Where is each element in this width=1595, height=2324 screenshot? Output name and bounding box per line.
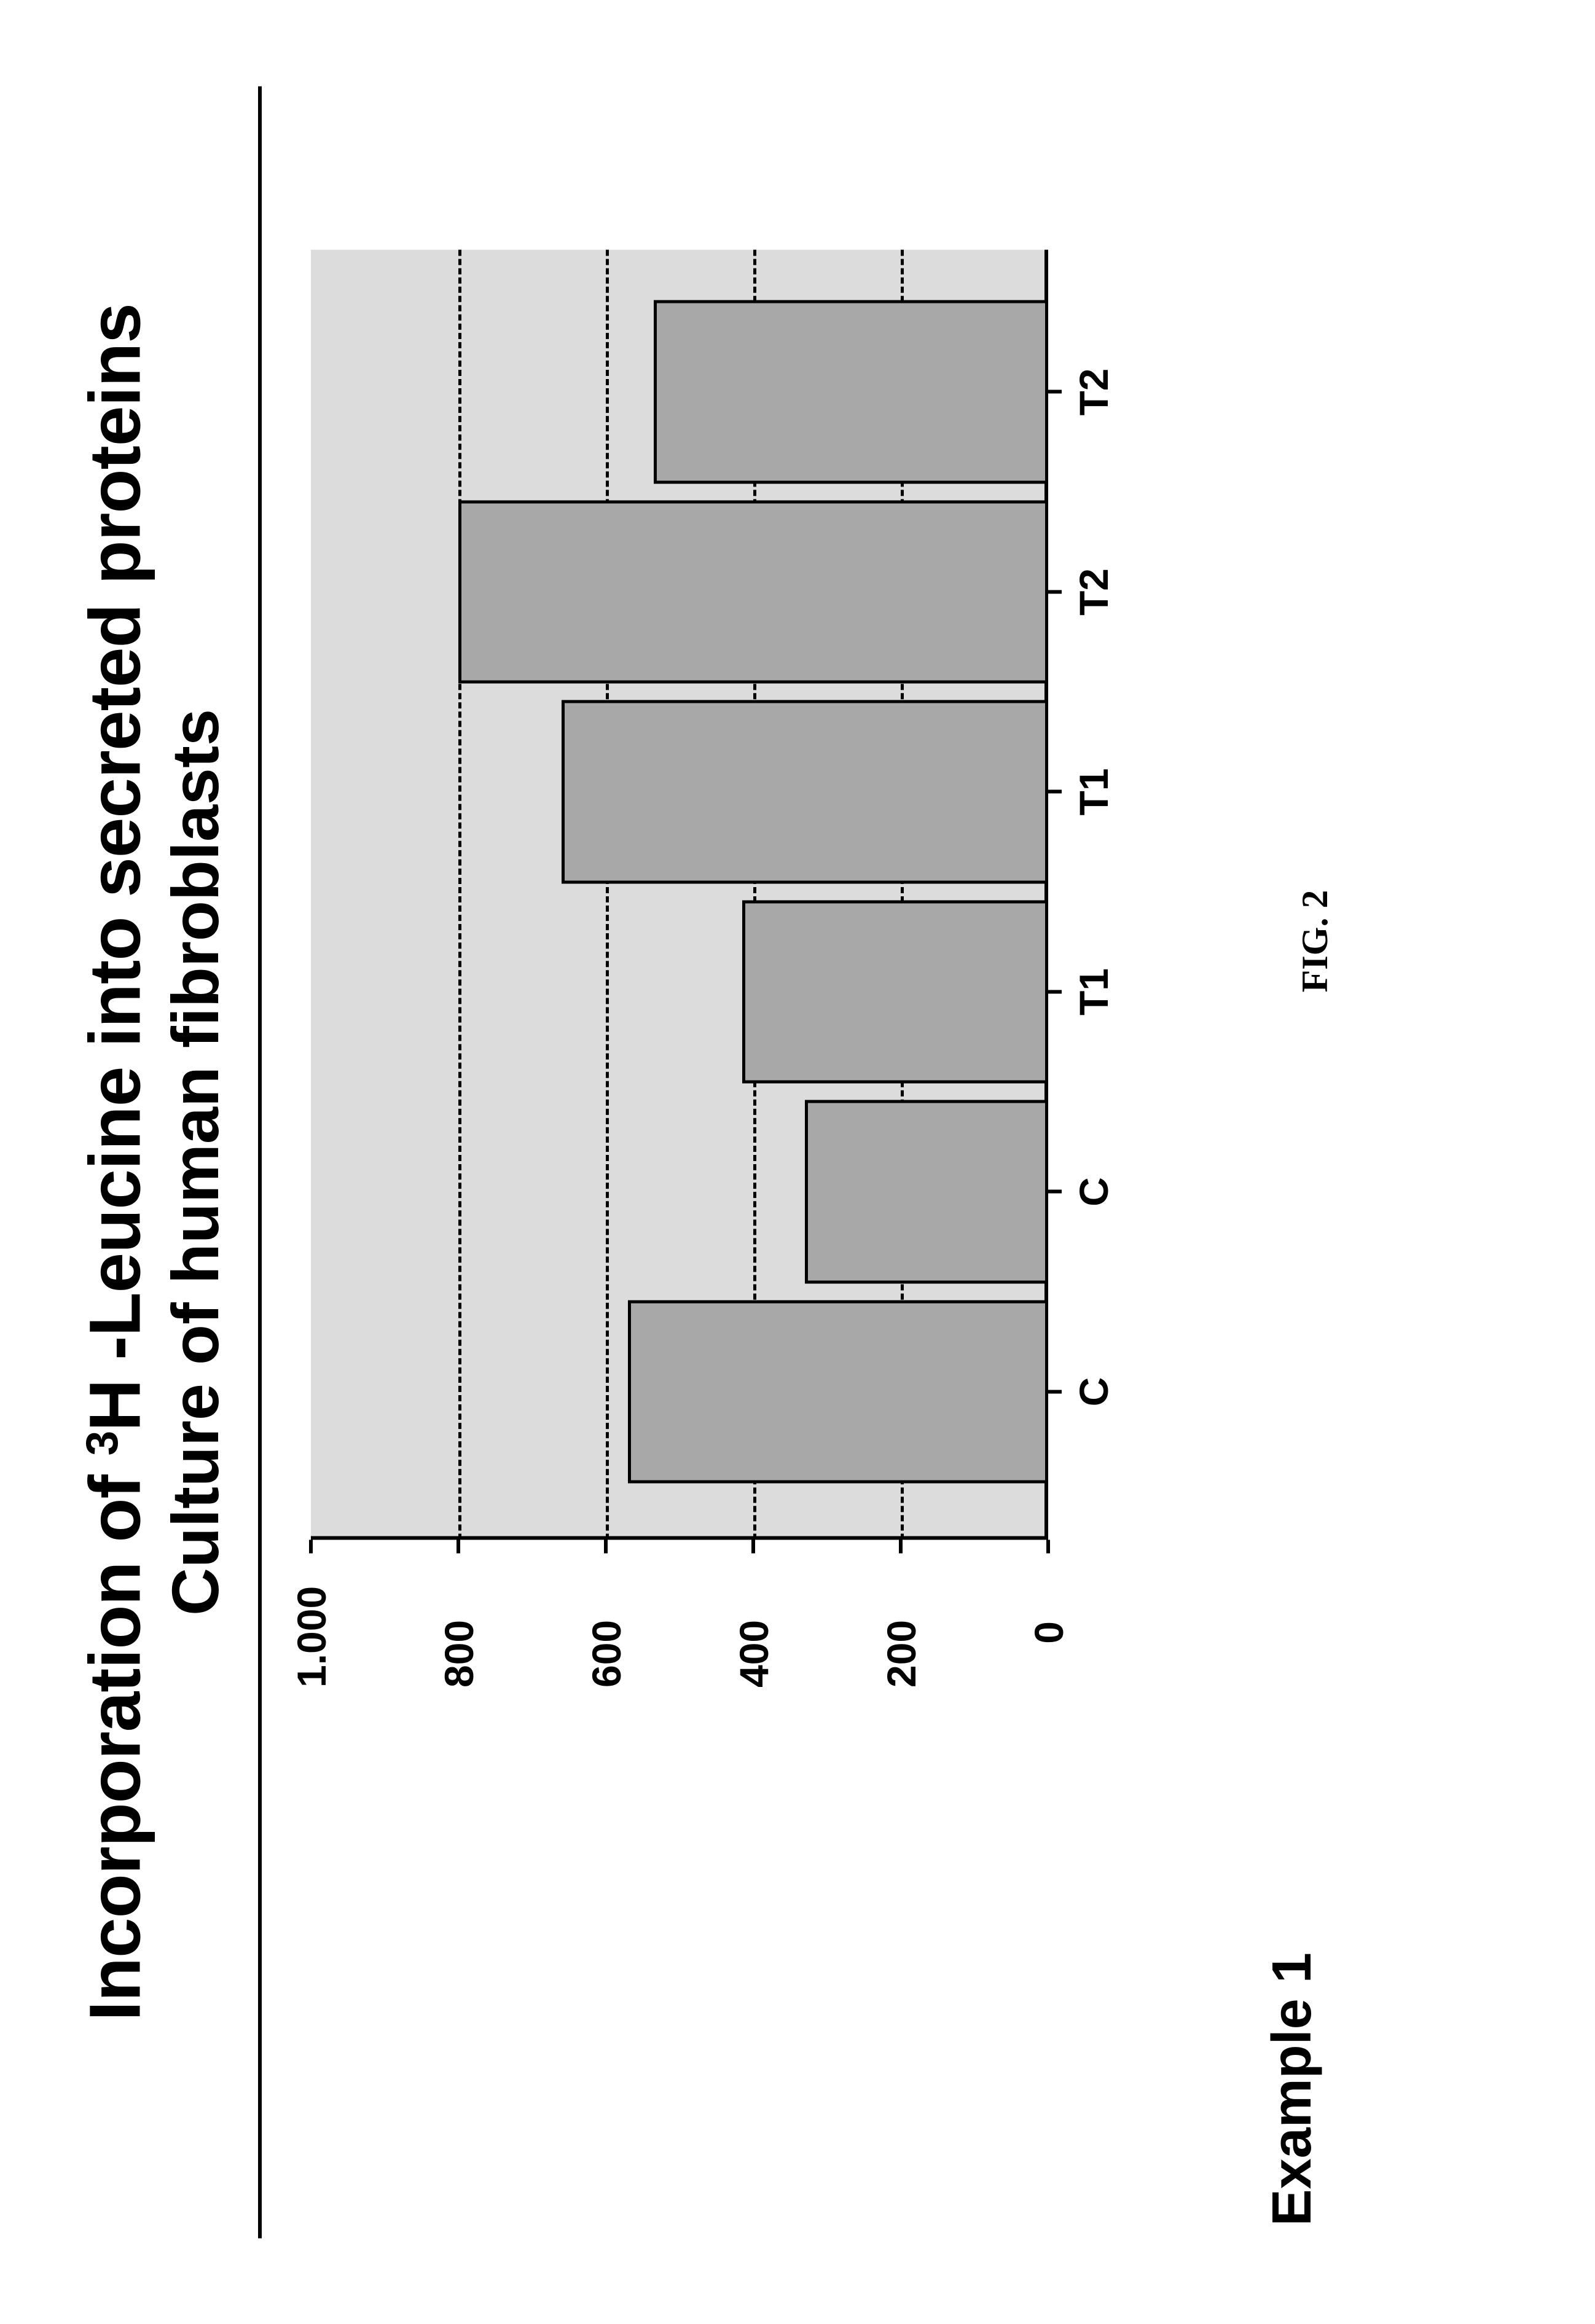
bar bbox=[805, 1100, 1048, 1283]
bar-border bbox=[742, 900, 1048, 1083]
y-tick-mark bbox=[309, 1540, 313, 1554]
y-tick-mark bbox=[604, 1540, 608, 1554]
title-rule bbox=[258, 86, 262, 2238]
bar-chart: cpm 02004006008001.000CCT1T1T2T2 bbox=[311, 250, 1134, 1632]
x-tick-label: C bbox=[1070, 1300, 1117, 1483]
x-tick-label: C bbox=[1070, 1100, 1117, 1283]
y-tick-mark bbox=[899, 1540, 903, 1554]
grid-line bbox=[458, 250, 461, 1540]
x-tick-label: T1 bbox=[1070, 700, 1117, 883]
x-tick-mark bbox=[1048, 390, 1062, 394]
bar-border bbox=[654, 300, 1048, 483]
y-axis-line bbox=[311, 1536, 1048, 1540]
figure-caption: FIG. 2 bbox=[1294, 890, 1336, 992]
y-tick-label: 1.000 bbox=[288, 1621, 335, 1688]
x-tick-mark bbox=[1048, 990, 1062, 993]
y-tick-label: 800 bbox=[436, 1621, 482, 1688]
example-label: Example 1 bbox=[1261, 1796, 1336, 2238]
bar-border bbox=[458, 500, 1048, 683]
content-area: Incorporation of 3H -Leucine into secret… bbox=[0, 0, 1595, 2324]
plot-area bbox=[311, 250, 1048, 1540]
x-tick-mark bbox=[1048, 1390, 1062, 1393]
y-tick-label: 600 bbox=[583, 1621, 630, 1688]
y-tick-mark bbox=[457, 1540, 460, 1554]
y-tick-mark bbox=[751, 1540, 755, 1554]
figure-row: Example 1 cpm 02004006008001.000CCT1T1T2… bbox=[311, 86, 1336, 2238]
y-tick-label: 200 bbox=[878, 1621, 925, 1688]
bar bbox=[458, 500, 1048, 683]
bar-border bbox=[805, 1100, 1048, 1283]
x-tick-label: T2 bbox=[1070, 500, 1117, 683]
y-tick-label: 0 bbox=[1025, 1621, 1072, 1688]
bar bbox=[628, 1300, 1048, 1483]
main-title: Incorporation of 3H -Leucine into secret… bbox=[74, 86, 157, 2238]
subtitle: Culture of human fibroblasts bbox=[157, 86, 233, 2238]
chart-holder: cpm 02004006008001.000CCT1T1T2T2 FIG. 2 bbox=[311, 86, 1336, 1796]
bar bbox=[742, 900, 1048, 1083]
bar-border bbox=[628, 1300, 1048, 1483]
x-tick-mark bbox=[1048, 590, 1062, 593]
y-tick-mark bbox=[1046, 1540, 1050, 1554]
title-block: Incorporation of 3H -Leucine into secret… bbox=[74, 86, 233, 2238]
bar bbox=[654, 300, 1048, 483]
page: Incorporation of 3H -Leucine into secret… bbox=[0, 0, 1595, 2324]
rotated-canvas: Incorporation of 3H -Leucine into secret… bbox=[0, 0, 1595, 2324]
grid-line bbox=[606, 250, 609, 1540]
y-tick-label: 400 bbox=[731, 1621, 777, 1688]
bar-border bbox=[562, 700, 1048, 883]
x-tick-mark bbox=[1048, 790, 1062, 794]
x-tick-mark bbox=[1048, 1190, 1062, 1194]
x-tick-label: T1 bbox=[1070, 900, 1117, 1083]
x-tick-label: T2 bbox=[1070, 300, 1117, 483]
bar bbox=[562, 700, 1048, 883]
